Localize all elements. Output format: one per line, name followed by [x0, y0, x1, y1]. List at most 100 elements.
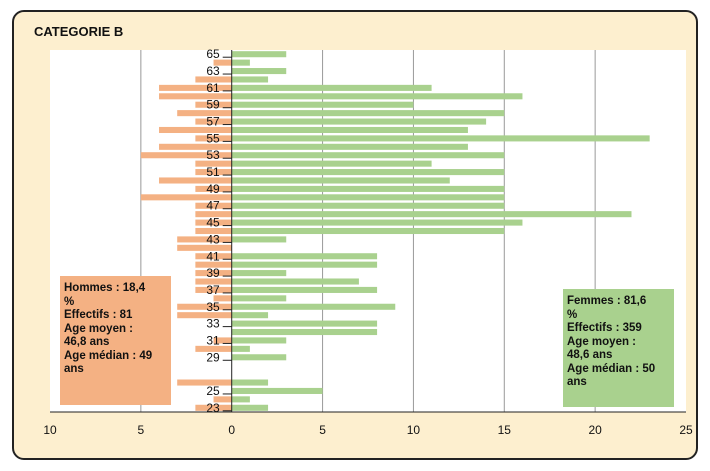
hommes-bar [195, 286, 232, 293]
age-label: 55 [206, 131, 220, 145]
hommes-bar [195, 270, 232, 277]
hommes-bar [177, 110, 232, 117]
hommes-bar [195, 76, 232, 83]
femmes-bar [231, 93, 523, 100]
femmes-line: Age moyen : [567, 335, 637, 348]
age-label: 45 [206, 216, 220, 230]
age-label: 35 [206, 300, 220, 314]
femmes-bar [231, 110, 505, 117]
femmes-bar [231, 303, 396, 310]
hommes-bar [140, 194, 232, 201]
hommes-line: ans [64, 363, 84, 375]
age-label: 65 [206, 47, 220, 61]
femmes-bar [231, 253, 378, 260]
age-label: 39 [206, 266, 220, 280]
femmes-bar [231, 76, 269, 83]
femmes-line: 48,6 ans [567, 349, 613, 361]
hommes-line: Age médian : 49 [64, 349, 153, 362]
femmes-line: Age médian : 50 [567, 362, 656, 375]
femmes-bar [231, 126, 468, 134]
hommes-line: Effectifs : 81 [64, 309, 133, 321]
age-label: 61 [206, 81, 220, 95]
x-tick-label: 0 [228, 423, 235, 437]
hommes-line: 46,8 ans [64, 336, 110, 348]
femmes-bar [231, 320, 378, 327]
hommes-bar [195, 101, 232, 108]
femmes-bar [231, 177, 450, 184]
age-label: 37 [206, 283, 220, 297]
femmes-bar [231, 152, 505, 159]
x-tick-label: 5 [319, 423, 326, 437]
femmes-line: ans [567, 376, 587, 388]
femmes-bar [231, 160, 432, 167]
hommes-bar [195, 169, 232, 176]
hommes-bar [213, 337, 232, 344]
femmes-bar [231, 404, 269, 411]
age-label: 63 [206, 64, 220, 78]
femmes-line: Effectifs : 359 [567, 322, 642, 334]
femmes-bar [231, 101, 414, 108]
hommes-bar [195, 227, 232, 235]
femmes-bar [231, 194, 505, 201]
hommes-line: % [64, 295, 75, 308]
x-tick-label: 10 [43, 423, 57, 437]
x-tick-label: 20 [588, 423, 602, 437]
hommes-bar [195, 185, 232, 192]
age-label: 31 [206, 333, 220, 347]
femmes-bar [231, 84, 432, 91]
age-label: 59 [206, 98, 220, 112]
age-label: 49 [206, 182, 220, 196]
age-label: 51 [206, 165, 220, 179]
femmes-bar [231, 211, 632, 218]
femmes-bar [231, 236, 287, 243]
x-tick-label: 10 [407, 423, 421, 437]
x-tick-label: 25 [679, 423, 693, 437]
femmes-bar [231, 59, 250, 66]
hommes-bar [195, 404, 232, 411]
femmes-bar [231, 379, 269, 386]
femmes-bar [231, 312, 269, 319]
femmes-bar [231, 68, 287, 75]
femmes-line: % [567, 308, 578, 321]
hommes-bar [195, 160, 232, 167]
age-label: 33 [206, 317, 220, 331]
hommes-line: Age moyen : [64, 322, 134, 335]
chart-title: CATEGORIE B [34, 24, 124, 39]
hommes-bar [159, 126, 232, 134]
femmes-bar [231, 396, 250, 403]
hommes-bar [177, 236, 232, 243]
x-tick-label: 5 [138, 423, 145, 437]
hommes-bar [195, 135, 232, 142]
femmes-bar [231, 143, 468, 150]
hommes-bar [159, 84, 232, 91]
femmes-bar [231, 118, 487, 125]
femmes-bar [231, 337, 287, 344]
femmes-summary-box: Femmes : 81,6% Effectifs : 359 Age moyen :… [563, 289, 674, 407]
age-label: 43 [206, 232, 220, 246]
femmes-bar [231, 286, 378, 293]
hommes-bar [140, 152, 232, 159]
hommes-bar [159, 93, 232, 100]
hommes-bar [177, 379, 232, 386]
hommes-bar [195, 202, 232, 209]
femmes-bar [231, 202, 505, 209]
hommes-bar [195, 278, 232, 285]
hommes-bar [159, 143, 232, 150]
hommes-bar [177, 244, 232, 251]
femmes-bar [231, 135, 650, 142]
femmes-bar [231, 270, 287, 277]
hommes-bar [195, 211, 232, 218]
femmes-bar [231, 261, 378, 268]
femmes-bar [231, 354, 287, 361]
femmes-bar [231, 51, 287, 58]
hommes-bar [195, 219, 232, 226]
femmes-bar [231, 219, 523, 226]
femmes-bar [231, 328, 378, 336]
hommes-bar [159, 177, 232, 184]
femmes-line: Femmes : 81,6 [567, 295, 647, 307]
hommes-bar [213, 396, 232, 403]
hommes-bar [177, 303, 232, 310]
age-label: 29 [206, 350, 220, 364]
hommes-bar [195, 253, 232, 260]
hommes-bar [195, 118, 232, 125]
